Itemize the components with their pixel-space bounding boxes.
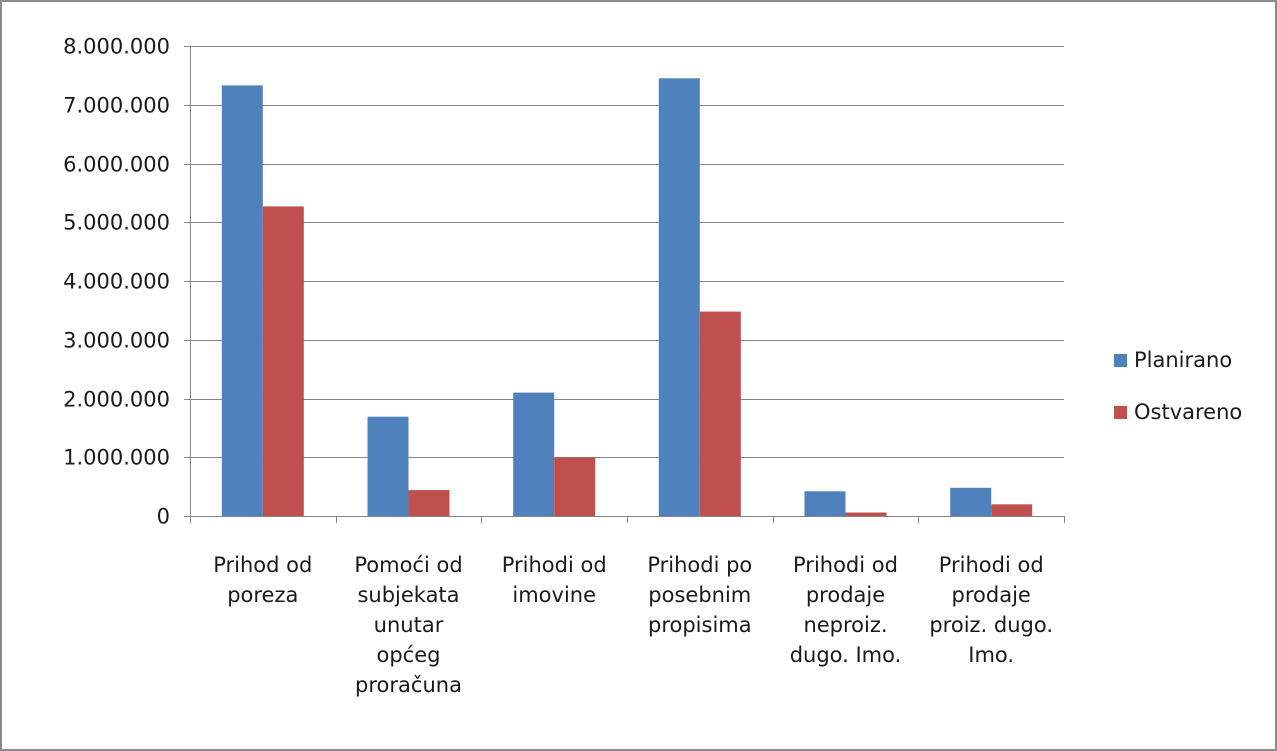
axes [184,46,1065,523]
y-tick-label: 1.000.000 [63,446,170,470]
category-label: općeg [377,643,441,667]
category-label: Prihodi od [939,553,1044,577]
bar-ostvareno [846,513,887,517]
category-label: proiz. dugo. [929,613,1053,637]
bar-planirano [950,488,991,516]
category-label: proračuna [355,673,462,697]
y-tick-label: 5.000.000 [63,211,170,235]
category-label: Imo. [968,643,1014,667]
y-tick-label: 2.000.000 [63,388,170,412]
bar-ostvareno [263,206,304,516]
y-tick-label: 3.000.000 [63,329,170,353]
bar-planirano [222,85,263,516]
category-label: poreza [227,583,298,607]
y-tick-labels: 0 1.000.000 2.000.000 3.000.000 4.000.000 5.0… [63,35,170,529]
category-label: prodaje [806,583,885,607]
gridlines [190,47,1064,458]
legend-swatch-planirano [1114,354,1127,367]
bar-ostvareno [991,504,1032,516]
category-label: dugo. Imo. [790,643,902,667]
category-label: Prihodi od [793,553,898,577]
bar-planirano [659,78,700,516]
category-label: neproiz. [803,613,887,637]
category-label: posebnim [648,583,751,607]
category-label: prodaje [952,583,1031,607]
bar-ostvareno [554,457,595,516]
y-tick-label: 6.000.000 [63,153,170,177]
category-label: Prihodi od [502,553,607,577]
bars [222,78,1032,516]
y-tick-label: 8.000.000 [63,35,170,59]
bar-ostvareno [409,490,450,516]
y-tick-label: 7.000.000 [63,94,170,118]
x-category-labels: Prihod od poreza Pomoći od subjekata unutar o… [213,553,1053,697]
category-label: Pomoći od [354,553,462,577]
category-label: subjekata [357,583,459,607]
category-label: unutar [374,613,444,637]
legend-swatch-ostvareno [1114,406,1127,419]
bar-planirano [513,393,554,516]
bar-ostvareno [700,312,741,516]
legend: Planirano Ostvareno [1114,348,1242,424]
y-tick-label: 0 [157,505,170,529]
category-label: imovine [512,583,596,607]
bar-planirano [368,417,409,516]
bar-planirano [805,491,846,516]
category-label: propisima [648,613,752,637]
legend-label-ostvareno: Ostvareno [1134,400,1242,424]
y-tick-label: 4.000.000 [63,270,170,294]
category-label: Prihod od [213,553,312,577]
category-label: Prihodi po [647,553,752,577]
legend-label-planirano: Planirano [1134,348,1232,372]
